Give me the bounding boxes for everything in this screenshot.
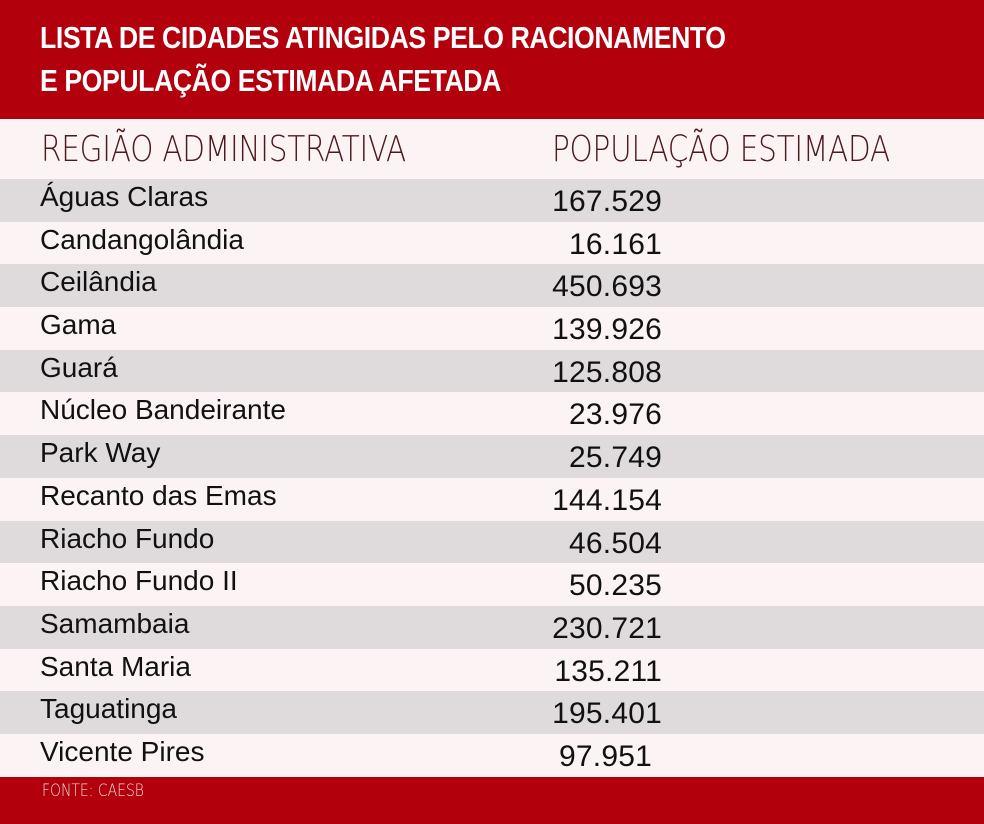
population-value: 139.926	[552, 313, 662, 347]
region-name: Guará	[40, 351, 118, 383]
region-name: Riacho Fundo	[40, 522, 215, 554]
column-header-population: POPULAÇÃO ESTIMADA	[552, 129, 890, 170]
region-name: Águas Claras	[40, 181, 209, 212]
table-row: Candangolândia 16.161	[0, 221, 984, 265]
table-row: Samambaia 230.721	[0, 605, 984, 649]
title-line-1: LISTA DE CIDADES ATINGIDAS PELO RACIONAM…	[40, 20, 726, 55]
source-credit: FONTE: CAESB	[42, 781, 144, 801]
population-value: 167.529	[552, 185, 662, 218]
table-row: Águas Claras 167.529	[0, 179, 984, 222]
table-row: Núcleo Bandeirante 23.976	[0, 392, 984, 436]
population-value: 16.161	[569, 227, 662, 261]
population-value: 450.693	[552, 270, 662, 304]
table-row: Riacho Fundo 46.504	[0, 520, 984, 564]
region-name: Samambaia	[40, 607, 190, 639]
region-name: Santa Maria	[40, 650, 191, 682]
table-row: Recanto das Emas 144.154	[0, 477, 984, 521]
table-row: Vicente Pires 97.951	[0, 733, 984, 777]
title-line-2: E POPULAÇÃO ESTIMADA AFETADA	[40, 63, 501, 98]
region-name: Gama	[40, 309, 117, 341]
title-banner: LISTA DE CIDADES ATINGIDAS PELO RACIONAM…	[0, 0, 984, 119]
population-value: 125.808	[552, 355, 662, 389]
population-value: 50.235	[569, 569, 662, 603]
population-value: 144.154	[552, 483, 662, 517]
region-name: Núcleo Bandeirante	[40, 394, 286, 426]
table-row: Taguatinga 195.401	[0, 691, 984, 734]
region-name: Ceilândia	[40, 266, 157, 298]
column-headers: REGIÃO ADMINISTRATIVA POPULAÇÃO ESTIMADA	[0, 119, 984, 179]
population-value: 195.401	[552, 697, 662, 731]
table-body: Águas Claras 167.529 Candangolândia 16.161…	[0, 179, 984, 777]
region-name: Riacho Fundo II	[40, 565, 238, 597]
region-name: Park Way	[40, 437, 161, 469]
region-name: Candangolândia	[40, 223, 244, 255]
region-name: Recanto das Emas	[40, 479, 277, 511]
table-row: Ceilândia 450.693	[0, 264, 984, 308]
table-row: Riacho Fundo II 50.235	[0, 563, 984, 606]
column-header-region: REGIÃO ADMINISTRATIVA	[41, 129, 406, 170]
table-row: Guará 125.808	[0, 349, 984, 393]
population-value: 23.976	[569, 398, 662, 432]
table-row: Gama 139.926	[0, 307, 984, 350]
population-value: 25.749	[569, 441, 662, 475]
table-row: Park Way 25.749	[0, 435, 984, 478]
region-name: Taguatinga	[40, 693, 178, 725]
table-row: Santa Maria 135.211	[0, 648, 984, 692]
population-value: 135.211	[554, 654, 662, 688]
population-value: 230.721	[552, 611, 662, 645]
population-value: 46.504	[569, 526, 662, 560]
population-value: 97.951	[559, 739, 652, 773]
footer-banner: FONTE: CAESB	[0, 777, 984, 824]
region-name: Vicente Pires	[40, 735, 205, 767]
